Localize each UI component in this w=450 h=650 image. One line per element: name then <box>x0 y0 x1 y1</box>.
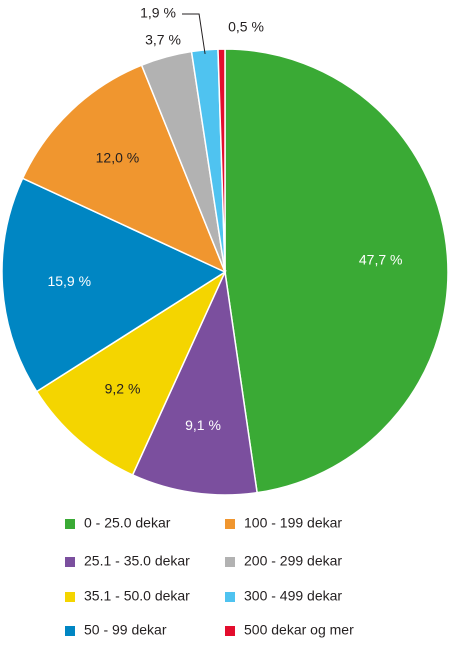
pie-slice <box>131 269 258 496</box>
legend-swatch <box>225 519 235 529</box>
legend-swatch <box>225 592 235 602</box>
legend-label: 50 - 99 dekar <box>84 622 167 638</box>
legend-label: 35.1 - 50.0 dekar <box>84 588 190 604</box>
data-label: 1,9 % <box>140 5 176 21</box>
legend-swatch <box>65 519 75 529</box>
legend-label: 100 - 199 dekar <box>244 515 342 531</box>
data-label: 9,1 % <box>185 417 221 433</box>
leader-line <box>182 13 206 54</box>
legend-swatch <box>225 557 235 567</box>
pie-slice <box>224 48 449 494</box>
data-label: 3,7 % <box>145 32 181 48</box>
legend-label: 25.1 - 35.0 dekar <box>84 553 190 569</box>
legend-label: 300 - 499 dekar <box>244 588 342 604</box>
legend-swatch <box>65 557 75 567</box>
legend-swatch <box>225 626 235 636</box>
pie-slice <box>1 177 227 393</box>
pie-slice <box>21 64 227 274</box>
legend-label: 200 - 299 dekar <box>244 553 342 569</box>
legend-label: 0 - 25.0 dekar <box>84 515 171 531</box>
data-label: 47,7 % <box>359 251 403 267</box>
data-label: 12,0 % <box>96 150 140 166</box>
data-label: 9,2 % <box>105 380 141 396</box>
legend-swatch <box>65 626 75 636</box>
data-label: 15,9 % <box>47 273 91 289</box>
data-label: 0,5 % <box>228 19 264 35</box>
pie-slice <box>35 270 227 476</box>
pie-slice <box>217 48 226 273</box>
legend-swatch <box>65 592 75 602</box>
legend-label: 500 dekar og mer <box>244 622 354 638</box>
